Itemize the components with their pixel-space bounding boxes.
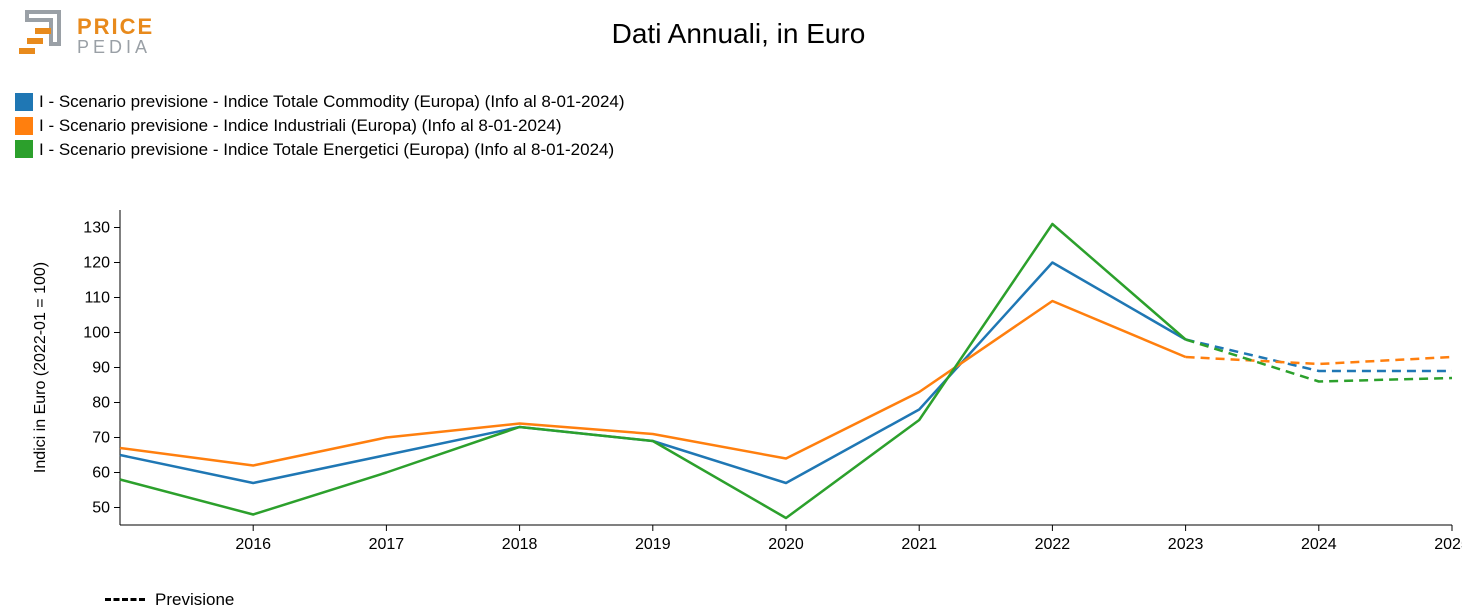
legend-swatch xyxy=(15,93,33,111)
legend-label: I - Scenario previsione - Indice Industr… xyxy=(39,114,562,138)
svg-text:2017: 2017 xyxy=(369,536,405,553)
svg-text:2022: 2022 xyxy=(1035,536,1071,553)
chart-title: Dati Annuali, in Euro xyxy=(0,18,1477,50)
svg-text:2018: 2018 xyxy=(502,536,538,553)
svg-text:90: 90 xyxy=(92,360,110,377)
svg-text:2025: 2025 xyxy=(1434,536,1462,553)
svg-text:2020: 2020 xyxy=(768,536,804,553)
svg-text:2019: 2019 xyxy=(635,536,671,553)
svg-text:70: 70 xyxy=(92,430,110,447)
svg-text:2016: 2016 xyxy=(235,536,271,553)
svg-text:50: 50 xyxy=(92,500,110,517)
svg-text:100: 100 xyxy=(83,325,110,342)
legend-label: I - Scenario previsione - Indice Totale … xyxy=(39,90,625,114)
forecast-legend: Previsione xyxy=(105,590,234,610)
svg-text:2021: 2021 xyxy=(901,536,937,553)
svg-text:Indici in Euro (2022-01 = 100): Indici in Euro (2022-01 = 100) xyxy=(32,262,49,473)
forecast-dash-icon xyxy=(105,598,145,603)
legend-swatch xyxy=(15,117,33,135)
forecast-legend-label: Previsione xyxy=(155,590,234,610)
svg-text:120: 120 xyxy=(83,255,110,272)
line-chart: 50 60 70 80 90 100 110 120 130 2016 2017 2018 2019 20… xyxy=(15,195,1462,580)
legend-item: I - Scenario previsione - Indice Totale … xyxy=(15,138,625,162)
legend-swatch xyxy=(15,140,33,158)
svg-text:130: 130 xyxy=(83,220,110,237)
svg-text:110: 110 xyxy=(84,290,110,307)
svg-text:2024: 2024 xyxy=(1301,536,1337,553)
svg-text:80: 80 xyxy=(92,395,110,412)
svg-text:60: 60 xyxy=(92,465,110,482)
svg-text:2023: 2023 xyxy=(1168,536,1204,553)
legend-item: I - Scenario previsione - Indice Totale … xyxy=(15,90,625,114)
legend-label: I - Scenario previsione - Indice Totale … xyxy=(39,138,614,162)
legend-item: I - Scenario previsione - Indice Industr… xyxy=(15,114,625,138)
line-chart-svg: 50 60 70 80 90 100 110 120 130 2016 2017 2018 2019 20… xyxy=(15,195,1462,575)
series-legend: I - Scenario previsione - Indice Totale … xyxy=(15,90,625,161)
